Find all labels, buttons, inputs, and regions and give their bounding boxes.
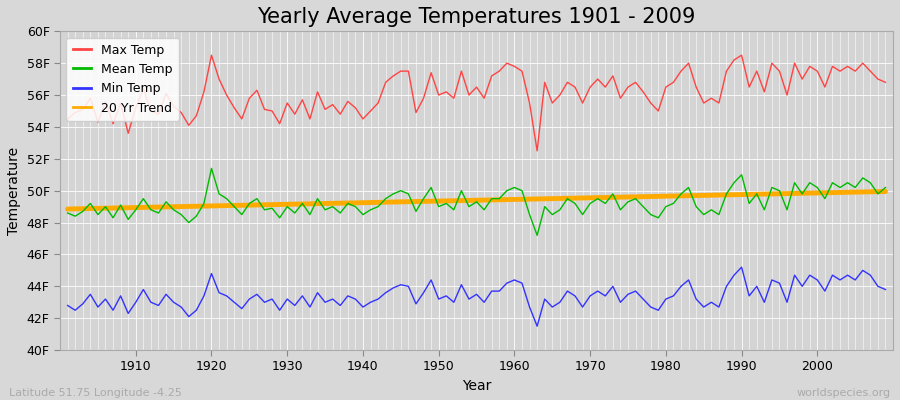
Text: worldspecies.org: worldspecies.org: [796, 388, 891, 398]
Title: Yearly Average Temperatures 1901 - 2009: Yearly Average Temperatures 1901 - 2009: [257, 7, 696, 27]
X-axis label: Year: Year: [462, 379, 491, 393]
Legend: Max Temp, Mean Temp, Min Temp, 20 Yr Trend: Max Temp, Mean Temp, Min Temp, 20 Yr Tre…: [67, 38, 179, 121]
Text: Latitude 51.75 Longitude -4.25: Latitude 51.75 Longitude -4.25: [9, 388, 182, 398]
Y-axis label: Temperature: Temperature: [7, 147, 21, 235]
